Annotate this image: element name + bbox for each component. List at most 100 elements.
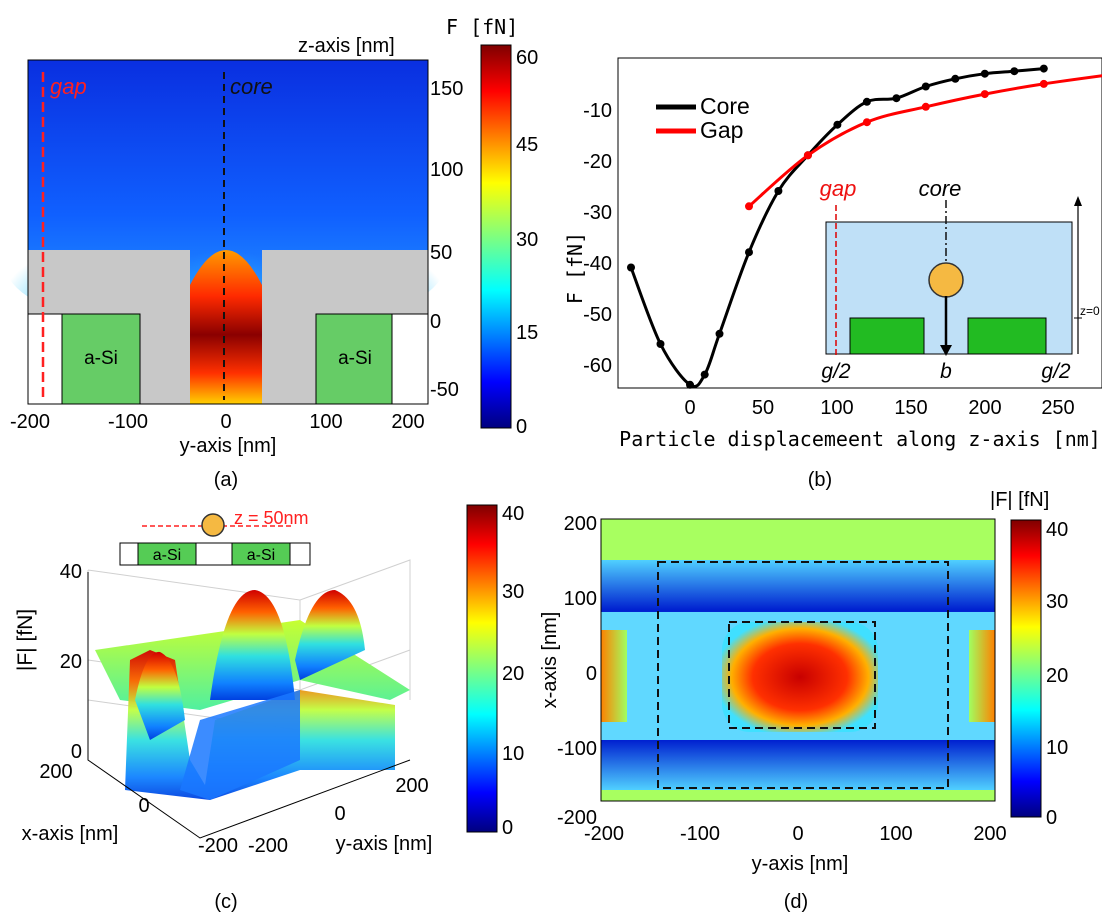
data-point-core: [1039, 64, 1048, 73]
panel-c-xtick: 0: [138, 795, 149, 817]
panel-a-cbar-ticks: 60 45 30 15 0: [516, 47, 538, 438]
panel-c-si-left: [137, 542, 197, 566]
panel-a-white-left: [27, 313, 65, 405]
panel-b-ytick: -10: [583, 100, 612, 122]
panel-d-outer-box: [657, 561, 949, 789]
panel-a-xtick: 100: [309, 411, 342, 433]
series-line-core: [629, 67, 1044, 389]
data-point-gap: [862, 118, 871, 127]
inset-arrow-head: [940, 345, 952, 356]
panel-b-series: [627, 64, 1102, 389]
legend-core-label: Core: [700, 93, 750, 119]
panel-d-ylabel: x-axis [nm]: [539, 612, 561, 709]
panel-d-cbar-tick: 40: [1046, 519, 1068, 541]
panel-d-cbar-ticks: 40 30 20 10 0: [1046, 519, 1068, 829]
panel-c-ylabel: y-axis [nm]: [336, 833, 433, 855]
panel-d: 200 100 0 -100 -200 x-axis [nm] -200 -10…: [539, 489, 1068, 913]
panel-a-xtick: -100: [108, 411, 148, 433]
panel-c-ytick: 0: [334, 803, 345, 825]
panel-a-cbar-tick: 30: [516, 229, 538, 251]
panel-d-colorbar: [1010, 519, 1042, 818]
panel-a-si-right-label: a-Si: [338, 348, 372, 369]
panel-a-white-right: [391, 313, 429, 405]
data-point-core: [715, 329, 724, 338]
panel-d-side-right: [969, 630, 995, 722]
panel-d-frame: [600, 518, 996, 802]
panel-a-core-label: core: [230, 74, 273, 99]
panel-d-ytick: 0: [586, 663, 597, 685]
data-point-core: [921, 82, 930, 91]
inset-gap-label: gap: [820, 176, 857, 201]
panel-c-cbar-tick: 20: [502, 663, 524, 685]
panel-a-caption: (a): [214, 469, 238, 491]
panel-c-ztick: 40: [60, 561, 82, 583]
panel-c-cbar-tick: 10: [502, 743, 524, 765]
inset-particle: [928, 262, 964, 298]
panel-c-surface-peak1: [210, 590, 295, 700]
panel-d-ytick: 100: [564, 588, 597, 610]
data-point-core: [686, 380, 694, 389]
panel-d-caption: (d): [784, 891, 808, 913]
panel-c-cbar-ticks: 40 30 20 10 0: [502, 503, 524, 839]
panel-a-core-field: [190, 250, 262, 404]
panel-a-xticks: -200 -100 0 100 200: [10, 411, 425, 433]
inset-core-label: core: [919, 176, 962, 201]
panel-c-si-right: [231, 542, 291, 566]
data-point-gap: [803, 151, 812, 160]
data-point-core: [774, 187, 783, 195]
panel-c-cbar-tick: 30: [502, 581, 524, 603]
panel-c-particle: [201, 513, 225, 537]
inset-si-right: [967, 317, 1047, 355]
panel-a-xtick: 200: [391, 411, 424, 433]
panel-b-xtick: 0: [684, 397, 695, 419]
panel-a: a-Si a-Si gap core -200 -100 0 100 200 y…: [0, 15, 538, 491]
panel-a-zlabel: z-axis [nm]: [298, 35, 395, 57]
panel-c-xtick: 200: [39, 761, 72, 783]
panel-d-xtick: 100: [879, 823, 912, 845]
panel-c-annotation: z = 50nm: [234, 508, 309, 528]
panel-c-surface-peak3: [135, 651, 185, 740]
panel-c-xtick: -200: [198, 835, 238, 857]
panel-c-xticks: 200 0 -200: [39, 761, 238, 857]
panel-b-xtick: 250: [1041, 397, 1074, 419]
data-point-core: [700, 370, 709, 379]
panel-a-cbar-tick: 0: [516, 416, 527, 438]
panel-d-ytick: 200: [564, 513, 597, 535]
inset-z-arrow: [1074, 196, 1082, 206]
panel-c-ytick: 200: [395, 775, 428, 797]
panel-c-colorbar: [466, 504, 498, 833]
panel-c-ztick: 0: [71, 741, 82, 763]
inset-left-label: g/2: [821, 360, 851, 383]
panel-c-ztick: 20: [60, 651, 82, 673]
data-point-core: [745, 248, 753, 257]
panel-b-ytick: -60: [583, 355, 612, 377]
panel-c-yticks: -200 0 200: [248, 775, 429, 857]
panel-d-xtick: -100: [680, 823, 720, 845]
panel-a-si-left: [61, 313, 141, 405]
data-point-gap: [745, 202, 753, 211]
panel-b-xtick: 100: [820, 397, 853, 419]
panel-b-xtick: 200: [968, 397, 1001, 419]
panel-b-xticks: 0 50 100 150 200 250: [684, 397, 1074, 419]
panel-a-cbar-tick: 60: [516, 47, 538, 69]
panel-a-xtick: -200: [10, 411, 50, 433]
panel-a-cbar-title: F [fN]: [446, 15, 518, 39]
data-point-core: [1010, 67, 1019, 76]
panel-c-cbar-tick: 40: [502, 503, 524, 525]
panel-a-cbar-tick: 15: [516, 322, 538, 344]
panel-c-cbar-tick: 0: [502, 817, 513, 839]
panel-a-colorbar: [480, 44, 512, 429]
panel-d-xtick: 200: [973, 823, 1006, 845]
inset-mid-label: b: [940, 360, 952, 383]
panel-a-xlabel: y-axis [nm]: [180, 435, 277, 457]
panel-b-ytick: -30: [583, 202, 612, 224]
panel-a-si-left-label: a-Si: [84, 348, 118, 369]
panel-a-ztick: 50: [430, 242, 452, 264]
panel-b-inset: z=0 gap core g/2 b g/2: [820, 176, 1100, 383]
panel-a-ztick: 150: [430, 78, 463, 100]
panel-d-xtick: 0: [792, 823, 803, 845]
panel-a-zticks: 150 100 50 0 -50: [430, 78, 463, 401]
data-point-gap: [921, 102, 930, 111]
panel-a-ztick: -50: [430, 379, 459, 401]
